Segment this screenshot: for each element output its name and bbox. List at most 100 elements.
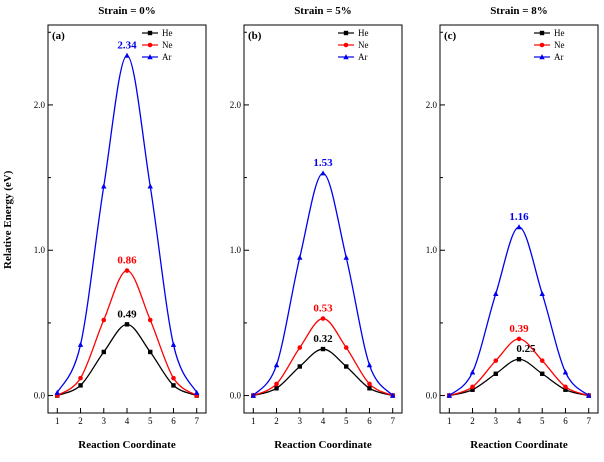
series-point-Ar	[516, 224, 522, 230]
y-tick-label: 2.0	[426, 100, 438, 110]
legend-marker-Ar	[539, 54, 545, 60]
series-point-He	[124, 322, 130, 327]
x-tick-label: 1	[251, 416, 256, 426]
legend-label-Ne: Ne	[358, 40, 369, 50]
peak-annotation-Ar: 2.34	[117, 40, 137, 52]
series-point-He	[297, 364, 302, 369]
x-tick-label: 6	[171, 416, 176, 426]
y-tick-label: 0.0	[426, 391, 438, 401]
legend: He Ne Ar	[142, 28, 173, 62]
series-point-Ar	[170, 341, 177, 347]
x-tick-label: 3	[494, 416, 499, 426]
series-point-Ar	[320, 170, 326, 176]
x-tick-label: 5	[540, 416, 545, 426]
series-point-Ne	[147, 317, 153, 323]
series-point-He	[470, 387, 475, 392]
x-tick-label: 7	[390, 416, 395, 426]
series-point-Ar	[343, 254, 349, 260]
series-point-He	[320, 346, 326, 352]
series-point-He	[516, 357, 522, 362]
panel-title: Strain = 8%	[490, 5, 548, 17]
chart-panel-a: Strain = 0% 0.0 1.0 2.0 1 2 3 4 5 6 7 (a) 0.49 0.86 2.…	[16, 4, 212, 455]
chart-plot: 0.0 1.0 2.0 1 2 3 4 5 6 7 (a) 0.49 0.86 2.34 He Ne Ar	[34, 24, 207, 426]
peak-annotation-Ar: 1.16	[509, 211, 529, 223]
series-point-Ar	[493, 290, 499, 297]
x-tick-label: 4	[321, 416, 326, 426]
chart-plot: 0.0 1.0 2.0 1 2 3 4 5 6 7 (b) 0.32 0.53 1.53 He Ne Ar	[230, 24, 403, 426]
series-point-Ar	[390, 392, 396, 398]
peak-annotation-He: 0.25	[516, 343, 536, 355]
series-point-Ne	[124, 268, 130, 273]
legend-marker-Ne	[539, 42, 545, 48]
series-point-Ar	[297, 254, 303, 260]
legend-marker-Ne	[343, 42, 349, 48]
legend-marker-Ar	[147, 54, 153, 60]
series-line-He	[57, 323, 197, 397]
peak-annotation-He: 0.49	[117, 308, 137, 320]
legend-label-Ar: Ar	[358, 52, 368, 62]
peak-annotation-Ne: 0.86	[117, 255, 137, 267]
x-tick-label: 3	[102, 416, 107, 426]
legend-marker-He	[343, 30, 349, 36]
x-tick-label: 3	[298, 416, 303, 426]
series-point-Ne	[297, 345, 303, 350]
peak-annotation-Ne: 0.39	[509, 323, 529, 335]
series-point-He	[78, 383, 83, 388]
y-tick-label: 2.0	[230, 100, 242, 110]
y-tick-label: 1.0	[34, 245, 46, 255]
x-axis-label: Reaction Coordinate	[274, 439, 372, 451]
x-tick-label: 7	[586, 416, 591, 426]
legend-label-Ne: Ne	[162, 40, 173, 50]
x-axis-label: Reaction Coordinate	[78, 439, 176, 451]
legend-label-He: He	[162, 28, 173, 38]
x-tick-label: 1	[55, 416, 60, 426]
series-point-Ar	[101, 183, 107, 189]
series-point-Ne	[78, 375, 83, 381]
series-point-He	[367, 386, 372, 391]
legend-marker-He	[147, 30, 153, 36]
y-tick-label: 2.0	[34, 100, 46, 110]
peak-annotation-He: 0.32	[313, 333, 333, 345]
series-point-Ar	[194, 389, 200, 395]
series-point-Ar	[124, 52, 130, 58]
series-point-Ar	[54, 389, 60, 395]
series-point-Ar	[77, 341, 84, 347]
y-tick-label: 0.0	[34, 391, 46, 401]
series-point-Ne	[274, 381, 279, 387]
x-tick-label: 7	[194, 416, 199, 426]
legend-marker-Ne	[147, 42, 153, 48]
peak-annotation-Ne: 0.53	[313, 303, 333, 315]
x-tick-label: 2	[274, 416, 279, 426]
legend-marker-Ar	[343, 54, 349, 60]
series-point-Ne	[539, 358, 545, 363]
legend: He Ne Ar	[534, 28, 565, 62]
series-point-Ne	[493, 358, 499, 363]
series-point-Ar	[562, 369, 569, 375]
series-point-Ar	[469, 369, 476, 375]
y-tick-label: 1.0	[426, 245, 438, 255]
series-point-Ar	[539, 290, 545, 297]
series-point-He	[540, 371, 545, 376]
panels-row: Strain = 0% 0.0 1.0 2.0 1 2 3 4 5 6 7 (a) 0.49 0.86 2.…	[16, 4, 604, 455]
x-tick-label: 4	[517, 416, 522, 426]
series-point-Ne	[171, 375, 176, 381]
panel-letter: (b)	[248, 30, 262, 42]
series-point-He	[493, 371, 498, 376]
series-line-Ar	[448, 226, 590, 397]
chart-plot: 0.0 1.0 2.0 1 2 3 4 5 6 7 (c) 0.25 0.39 1.16 He Ne Ar	[426, 24, 599, 426]
x-tick-label: 2	[78, 416, 83, 426]
series-line-Ar	[252, 172, 394, 397]
series-point-Ar	[446, 392, 452, 398]
legend-label-Ne: Ne	[554, 40, 565, 50]
chart-panel-c: Strain = 8% 0.0 1.0 2.0 1 2 3 4 5 6 7 (c) 0.25 0.39 1.…	[408, 4, 604, 455]
series-point-Ne	[516, 336, 522, 342]
plot-frame	[47, 24, 207, 414]
x-axis-label: Reaction Coordinate	[470, 439, 568, 451]
x-tick-label: 5	[344, 416, 349, 426]
panel-title: Strain = 5%	[294, 5, 352, 17]
series-point-Ne	[343, 345, 349, 350]
legend: He Ne Ar	[338, 28, 369, 62]
legend-marker-He	[539, 30, 545, 36]
series-line-Ar	[56, 54, 198, 393]
